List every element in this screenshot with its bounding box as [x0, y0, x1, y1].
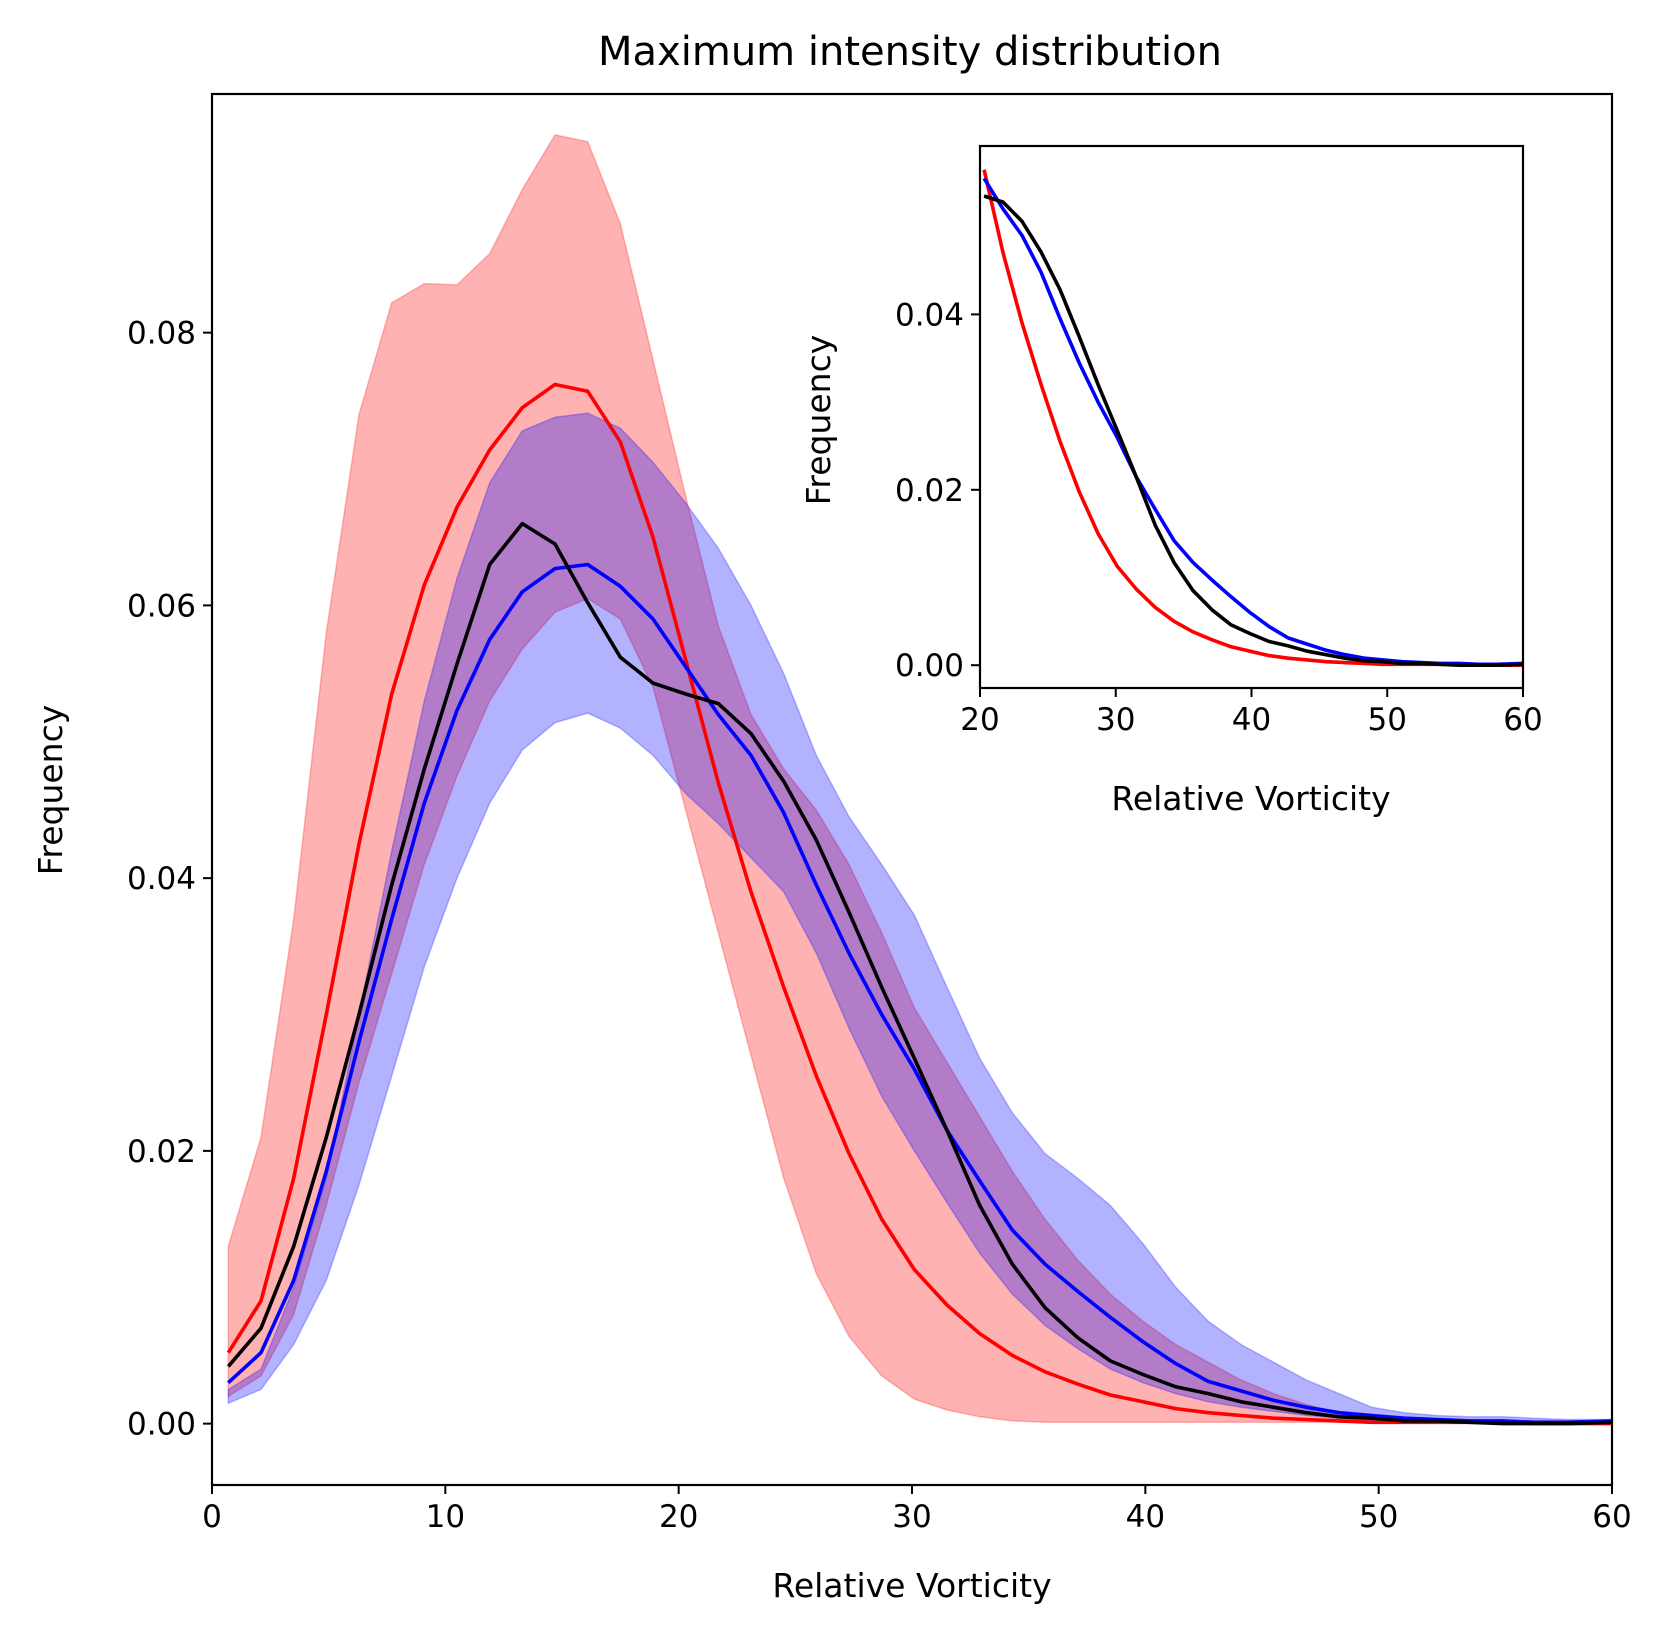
inset-x-tick-label: 30 — [1096, 702, 1135, 738]
inset-plot-area: 20 30 40 50 60 0.00 0.02 0.04 — [895, 144, 1543, 738]
inset-y-tick-label: 0.04 — [895, 297, 964, 333]
x-tick-label: 50 — [1359, 1499, 1398, 1535]
y-tick-label: 0.00 — [127, 1407, 196, 1443]
inset-background — [980, 146, 1523, 688]
x-tick-label: 60 — [1592, 1499, 1631, 1535]
x-tick-label: 0 — [202, 1499, 222, 1535]
inset-x-tick-label: 50 — [1368, 702, 1407, 738]
y-tick-label: 0.04 — [127, 861, 196, 897]
x-tick-label: 10 — [426, 1499, 465, 1535]
x-axis-ticks: 0 10 20 30 40 50 60 — [202, 1485, 1632, 1535]
x-tick-label: 30 — [892, 1499, 931, 1535]
x-axis-label: Relative Vorticity — [772, 1566, 1051, 1605]
blue-line — [227, 562, 1613, 1425]
y-axis-label: Frequency — [31, 705, 70, 875]
inset-y-axis-label: Frequency — [799, 335, 838, 505]
inset-x-tick-label: 60 — [1503, 702, 1542, 738]
red-line — [226, 382, 1612, 1426]
y-axis-ticks: 0.00 0.02 0.04 0.06 0.08 — [127, 316, 212, 1443]
inset-x-tick-label: 40 — [1232, 702, 1271, 738]
y-tick-label: 0.06 — [127, 588, 196, 624]
inset-y-axis-ticks: 0.00 0.02 0.04 — [895, 297, 980, 684]
inset-x-axis-ticks: 20 30 40 50 60 — [960, 688, 1543, 738]
chart-title: Maximum intensity distribution — [598, 29, 1222, 75]
series-lines — [226, 382, 1613, 1426]
inset-series-lines — [982, 169, 1524, 667]
inset-y-tick-label: 0.02 — [895, 473, 964, 509]
x-tick-label: 40 — [1126, 1499, 1165, 1535]
main-plot-area: 0 10 20 30 40 50 60 0.00 0.02 0.04 0.06 0.08 — [127, 92, 1632, 1535]
black-line — [226, 521, 1613, 1426]
x-tick-label: 20 — [659, 1499, 698, 1535]
inset-black-line — [983, 194, 1524, 667]
y-tick-label: 0.08 — [127, 316, 196, 352]
inset-x-tick-label: 20 — [960, 702, 999, 738]
inset-x-axis-label: Relative Vorticity — [1111, 779, 1390, 818]
inset-y-tick-label: 0.00 — [895, 648, 964, 684]
y-tick-label: 0.02 — [127, 1134, 196, 1170]
